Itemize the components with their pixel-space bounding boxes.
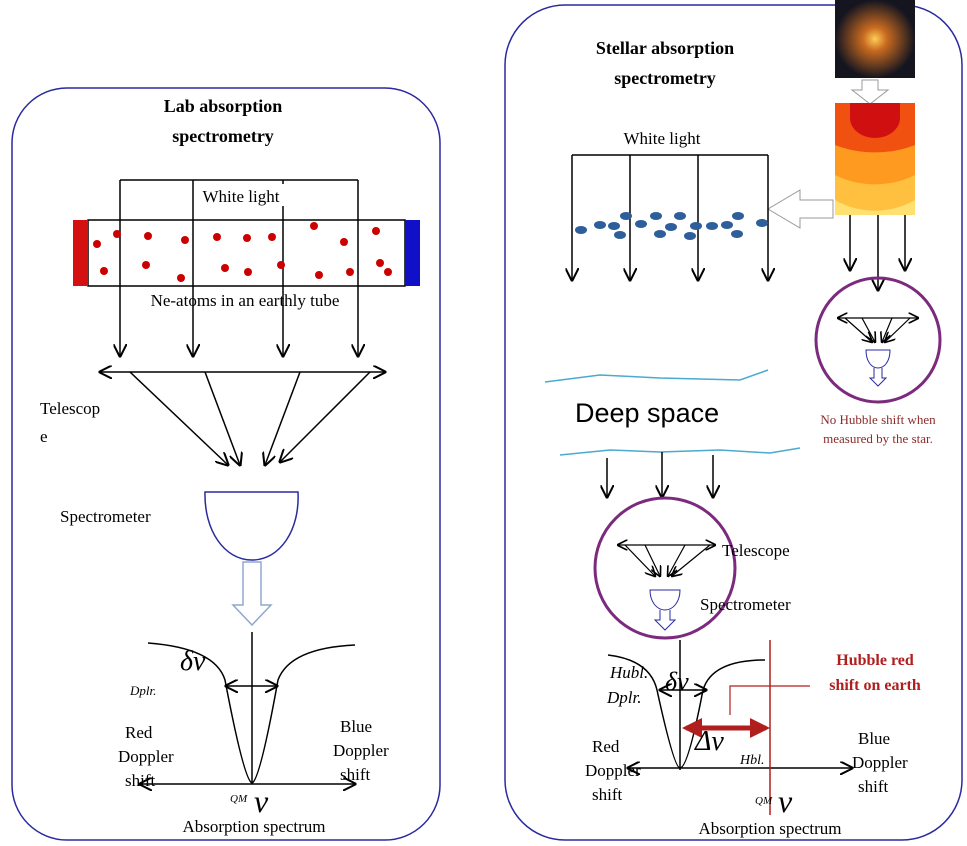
symbol: δν (180, 646, 206, 677)
label: Doppler (585, 761, 641, 780)
title: spectrometry (172, 126, 274, 146)
subscript: Dplr. (129, 683, 156, 698)
spectrum (607, 640, 852, 770)
label: Telescop (40, 399, 100, 418)
panel-border (11, 87, 441, 841)
label: shift (125, 771, 156, 790)
white-light-rays (120, 179, 358, 356)
telescope-circle (814, 276, 942, 404)
label: shift (340, 765, 371, 784)
subscript: Hubl. (609, 663, 648, 682)
galaxy-image (835, 0, 915, 78)
label: Deep space (575, 398, 719, 428)
title: spectrometry (614, 68, 716, 88)
rays (607, 452, 713, 497)
caption: Absorption spectrum (182, 817, 325, 836)
arrow (767, 189, 834, 229)
label: Blue (340, 717, 372, 736)
spectrometer (204, 491, 299, 561)
telescope-circle (593, 496, 737, 640)
atoms (93, 222, 392, 282)
hubble-label: shift on earth (829, 677, 921, 694)
label: Spectrometer (700, 595, 791, 614)
symbol: ν (778, 783, 793, 819)
label: Red (125, 723, 153, 742)
spectrometer (865, 349, 891, 387)
tube-cap (405, 220, 420, 286)
subscript: Hbl. (739, 753, 765, 768)
caption: Absorption spectrum (698, 819, 841, 838)
atoms (575, 212, 768, 240)
symbol: ν (254, 783, 269, 819)
label: shift (592, 785, 623, 804)
arrow (231, 561, 273, 627)
label: White light (203, 187, 280, 206)
telescope (838, 318, 918, 342)
telescope (100, 372, 385, 465)
label: shift (858, 777, 889, 796)
subscript: Dplr. (606, 688, 641, 707)
label: Telescope (722, 541, 790, 560)
label: Spectrometer (60, 507, 151, 526)
superscript: QM (755, 795, 773, 807)
star (835, 103, 915, 215)
lab-panel: Lab absorption spectrometry White light … (11, 87, 441, 841)
label: Red (592, 737, 620, 756)
symbol: δν (665, 667, 689, 696)
panel-border (504, 4, 963, 841)
label: Ne-atoms in an earthly tube (151, 291, 340, 310)
space-boundary (559, 447, 801, 456)
title: Lab absorption (164, 96, 283, 116)
space-boundary (544, 369, 769, 383)
label: Doppler (118, 747, 174, 766)
spectrometer (649, 589, 681, 631)
telescope (618, 545, 715, 576)
label: White light (624, 129, 701, 148)
hubble-label: Hubble red (836, 652, 914, 669)
title: Stellar absorption (596, 38, 734, 58)
label: e (40, 427, 48, 446)
label: Doppler (852, 753, 908, 772)
label: Blue (858, 729, 890, 748)
symbol: Δν (694, 726, 724, 757)
hubble-shift (682, 640, 810, 815)
superscript: QM (230, 793, 248, 805)
note: No Hubble shift when (820, 412, 936, 427)
stellar-panel: Stellar absorption spectrometry White li… (504, 0, 963, 841)
label: Doppler (333, 741, 389, 760)
note: measured by the star. (823, 431, 933, 446)
arrow (850, 79, 890, 105)
tube-cap (73, 220, 88, 286)
spectrum (140, 632, 355, 784)
